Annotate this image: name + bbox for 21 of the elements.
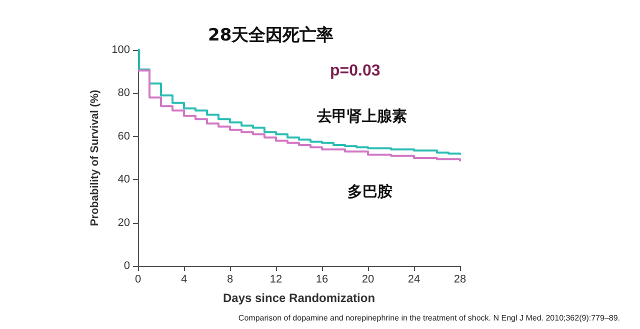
y-tick-label: 40 [118, 174, 130, 186]
y-axis-title: Probability of Survival (%) [89, 90, 102, 226]
x-axis-title: Days since Randomization [222, 291, 376, 305]
annotation: p=0.03 [330, 62, 380, 80]
x-tick-label: 16 [316, 274, 328, 286]
x-tick-label: 12 [270, 274, 282, 286]
x-tick-label: 8 [226, 274, 234, 286]
series-label: 多巴胺 [348, 182, 393, 200]
text: Comparison of dopamine and norepinephrine in the treatment of shock. N Engl J Med. 2010;362(9):779–89. [238, 314, 620, 322]
y-tick-label: 0 [124, 260, 130, 272]
series-label: 去甲肾上腺素 [316, 106, 408, 125]
y-tick-label: 80 [118, 87, 130, 100]
y-tick-label: 60 [118, 130, 130, 142]
y-tick-label: 100 [112, 44, 130, 56]
x-tick-label: 24 [408, 274, 420, 286]
x-tick-label: 20 [362, 274, 374, 286]
y-tick-label: 20 [118, 216, 130, 229]
x-tick-label: 28 [454, 274, 466, 286]
x-tick-label: 4 [180, 274, 188, 286]
chart-title: 28天全因死亡率 [208, 26, 334, 46]
x-tick-label: 0 [134, 274, 142, 286]
